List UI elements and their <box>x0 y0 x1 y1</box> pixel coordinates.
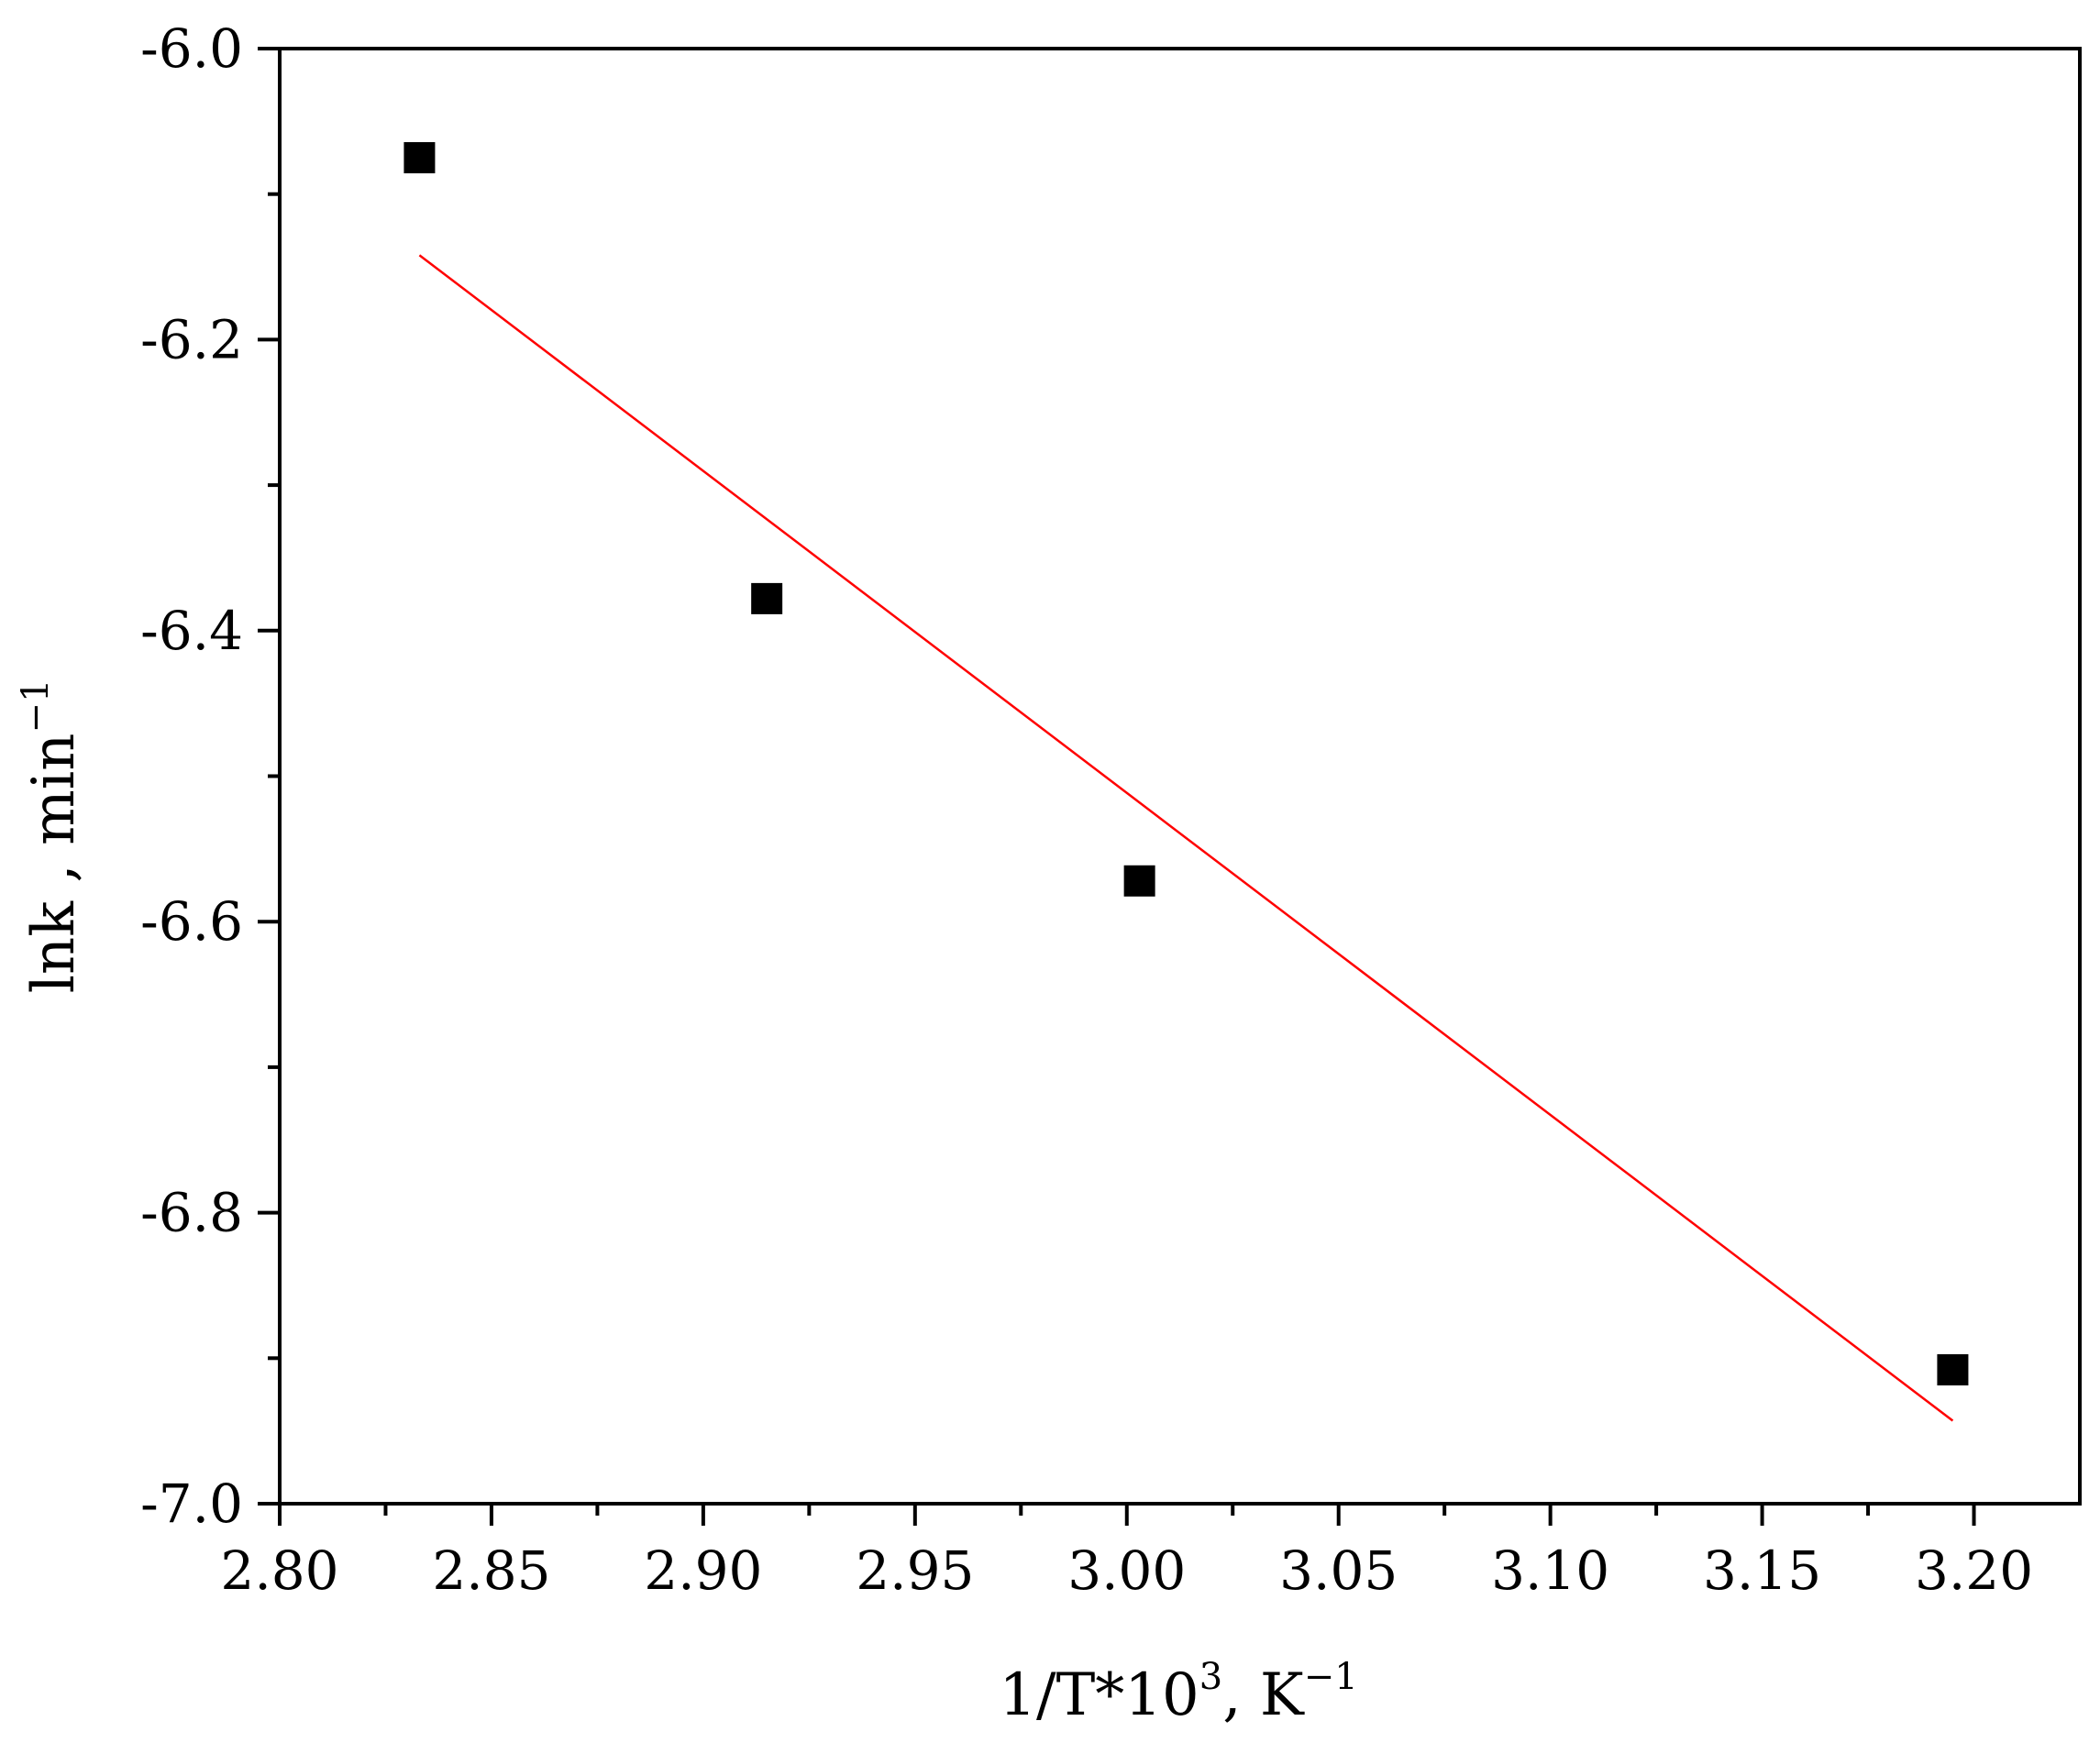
x-tick-label-3: 2.95 <box>856 1539 974 1602</box>
x-tick-label-5: 3.05 <box>1279 1539 1398 1602</box>
y-tick-label-5: -7.0 <box>140 1473 243 1535</box>
x-tick-label-2: 2.90 <box>644 1539 762 1602</box>
x-axis-label-unit: , K <box>1222 1661 1305 1729</box>
x-tick-label-8: 3.20 <box>1915 1539 2033 1602</box>
y-tick-label-3: -6.6 <box>140 890 243 953</box>
y-tick-label-1: -6.2 <box>140 308 243 370</box>
x-axis-label-unit-sup: −1 <box>1304 1656 1358 1698</box>
x-tick-label-7: 3.15 <box>1703 1539 1821 1602</box>
plot-frame <box>278 47 2082 1506</box>
y-tick-label-2: -6.4 <box>140 600 243 662</box>
y-axis-label-sup: −1 <box>15 679 57 734</box>
x-axis-label-sup: 3 <box>1199 1656 1222 1698</box>
x-axis-label: 1/T*103, K−1 <box>999 1656 1357 1729</box>
y-tick-label-4: -6.8 <box>140 1182 243 1244</box>
data-point-3 <box>1937 1353 1969 1385</box>
x-tick-label-0: 2.80 <box>220 1539 338 1602</box>
x-tick-label-1: 2.85 <box>432 1539 550 1602</box>
fit-line <box>418 254 1954 1422</box>
data-point-0 <box>403 142 436 174</box>
y-tick-label-0: -6.0 <box>140 17 243 80</box>
x-tick-label-6: 3.10 <box>1491 1539 1609 1602</box>
x-tick-label-4: 3.00 <box>1067 1539 1186 1602</box>
y-axis-label-text: lnk , min <box>20 734 88 994</box>
data-point-2 <box>1123 865 1155 897</box>
y-axis-label: lnk , min−1 <box>15 679 88 994</box>
x-axis-label-text: 1/T*10 <box>999 1661 1199 1729</box>
data-point-1 <box>751 582 783 614</box>
